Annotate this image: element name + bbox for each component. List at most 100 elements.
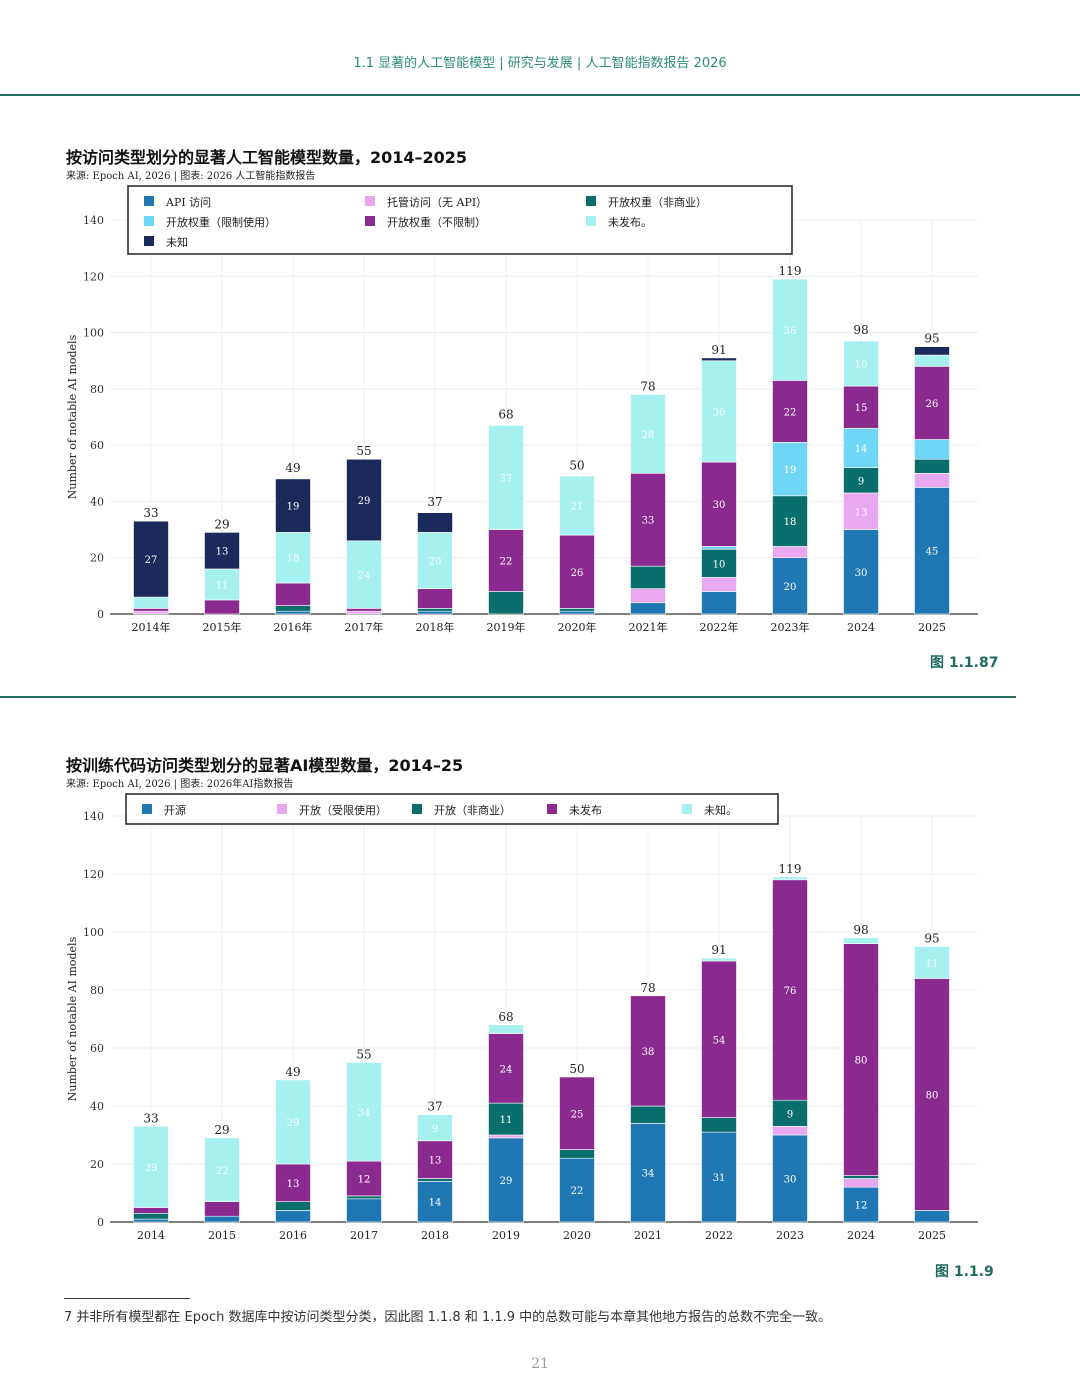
bar-value-label: 33 bbox=[642, 516, 655, 527]
legend-box bbox=[127, 185, 793, 255]
bar-segment bbox=[701, 577, 737, 592]
bar-segment bbox=[843, 492, 879, 530]
bar-segment bbox=[488, 1137, 524, 1223]
bar-segment bbox=[843, 1178, 879, 1188]
x-tick-label: 2017年 bbox=[345, 620, 384, 634]
bar-segment bbox=[417, 1178, 453, 1182]
x-tick-label: 2020年 bbox=[558, 620, 597, 634]
bar-total-label: 55 bbox=[356, 1048, 371, 1062]
bar-segment bbox=[630, 602, 666, 615]
bar-segment bbox=[914, 487, 950, 615]
bar-segment bbox=[133, 1218, 169, 1223]
bar-segment bbox=[843, 427, 879, 468]
bar-total-label: 119 bbox=[779, 862, 802, 876]
bar-segment bbox=[275, 532, 311, 584]
bar-segment bbox=[488, 1102, 524, 1136]
section-rule bbox=[0, 696, 1016, 698]
x-tick-label: 2024 bbox=[847, 1229, 875, 1242]
x-tick-label: 2014 bbox=[137, 1229, 165, 1242]
bar-value-label: 34 bbox=[642, 1169, 655, 1180]
bar-value-label: 31 bbox=[713, 1173, 726, 1184]
bar-segment bbox=[772, 278, 808, 381]
chart-1: 0 20 40 60 80 100 120 140 Number of notable AI m… bbox=[66, 185, 978, 634]
bar-segment bbox=[133, 608, 169, 612]
legend-swatch bbox=[412, 804, 422, 814]
bar-segment bbox=[630, 394, 666, 474]
x-tick-label: 2015年 bbox=[203, 620, 242, 634]
legend-swatch bbox=[682, 804, 692, 814]
bar-segment bbox=[772, 442, 808, 497]
bar-segment bbox=[133, 1125, 169, 1208]
chart-2-source: 来源: Epoch AI, 2026 | 图表: 2026年AI指数报告 bbox=[66, 779, 294, 790]
bar-segment bbox=[772, 546, 808, 559]
bar-segment bbox=[488, 425, 524, 530]
bar-total-label: 50 bbox=[569, 458, 584, 472]
bar-segment bbox=[204, 1137, 240, 1202]
bar-segment bbox=[914, 354, 950, 367]
bar-segment bbox=[133, 1212, 169, 1220]
bar-segment bbox=[914, 346, 950, 356]
bar-segment bbox=[204, 599, 240, 615]
y-tick-label: 60 bbox=[90, 1042, 104, 1055]
y-tick-label: 120 bbox=[83, 868, 104, 881]
legend-swatch bbox=[144, 196, 154, 206]
bar-segment bbox=[275, 1210, 311, 1223]
bar-value-label: 25 bbox=[571, 1109, 584, 1120]
bar-value-label: 30 bbox=[855, 568, 868, 579]
x-tick-label: 2023年 bbox=[771, 620, 810, 634]
bar-segment bbox=[204, 532, 240, 570]
bar-segment bbox=[559, 475, 595, 536]
bar-value-label: 18 bbox=[784, 517, 797, 528]
bar-segment bbox=[630, 565, 666, 589]
bar-segment bbox=[488, 529, 524, 592]
bar-segment bbox=[914, 458, 950, 474]
bar-segment bbox=[772, 876, 808, 881]
chart-2-title: 按训练代码访问类型划分的显著AI模型数量，2014–25 bbox=[66, 756, 464, 775]
x-tick-label: 2016 bbox=[279, 1229, 307, 1242]
bar-segment bbox=[204, 1201, 240, 1217]
bar-segment bbox=[346, 1198, 382, 1223]
bar-total-label: 49 bbox=[285, 461, 300, 475]
bar-segment bbox=[488, 1024, 524, 1034]
bar-value-label: 20 bbox=[429, 557, 442, 568]
bar-segment bbox=[843, 340, 879, 387]
bar-value-label: 26 bbox=[571, 568, 584, 579]
bar-segment bbox=[772, 879, 808, 1101]
legend-label: API 访问 bbox=[165, 196, 211, 209]
legend-swatch bbox=[365, 196, 375, 206]
bar-total-label: 55 bbox=[356, 444, 371, 458]
bar-segment bbox=[488, 1134, 524, 1139]
bar-segment bbox=[488, 1033, 524, 1104]
bar-segment bbox=[204, 1215, 240, 1223]
bar-total-label: 33 bbox=[143, 506, 158, 520]
y-tick-label: 120 bbox=[83, 270, 104, 283]
y-tick-label: 20 bbox=[90, 1158, 104, 1171]
bar-segment bbox=[488, 591, 524, 615]
x-tick-label: 2021 bbox=[634, 1229, 662, 1242]
x-tick-label: 2020 bbox=[563, 1229, 591, 1242]
bar-segment bbox=[346, 458, 382, 542]
x-tick-label: 2018 bbox=[421, 1229, 449, 1242]
chart-2: 0 20 40 60 80 100 120 140 Number of notable AI m… bbox=[66, 793, 978, 1242]
chart-2-figure-label: 图 1.1.9 bbox=[935, 1264, 994, 1280]
bar-segment bbox=[914, 472, 950, 488]
bar-total-label: 68 bbox=[498, 408, 513, 422]
legend-swatch bbox=[142, 804, 152, 814]
bar-value-label: 22 bbox=[500, 557, 513, 568]
bar-total-label: 98 bbox=[853, 923, 868, 937]
bar-value-label: 21 bbox=[571, 502, 584, 513]
bar-total-label: 119 bbox=[779, 264, 802, 278]
bar-segment bbox=[701, 357, 737, 362]
bar-total-label: 78 bbox=[640, 379, 655, 393]
bar-segment bbox=[559, 534, 595, 609]
bar-value-label: 19 bbox=[287, 502, 300, 513]
bar-segment bbox=[133, 596, 169, 609]
bar-total-label: 95 bbox=[924, 332, 939, 346]
legend-swatch bbox=[277, 804, 287, 814]
bar-segment bbox=[275, 1079, 311, 1165]
chart-1-source: 来源: Epoch AI, 2026 | 图表: 2026 人工智能指数报告 bbox=[66, 171, 316, 182]
y-tick-label: 80 bbox=[90, 984, 104, 997]
bar-segment bbox=[914, 366, 950, 440]
bar-value-label: 14 bbox=[855, 444, 868, 455]
bar-segment bbox=[346, 608, 382, 612]
